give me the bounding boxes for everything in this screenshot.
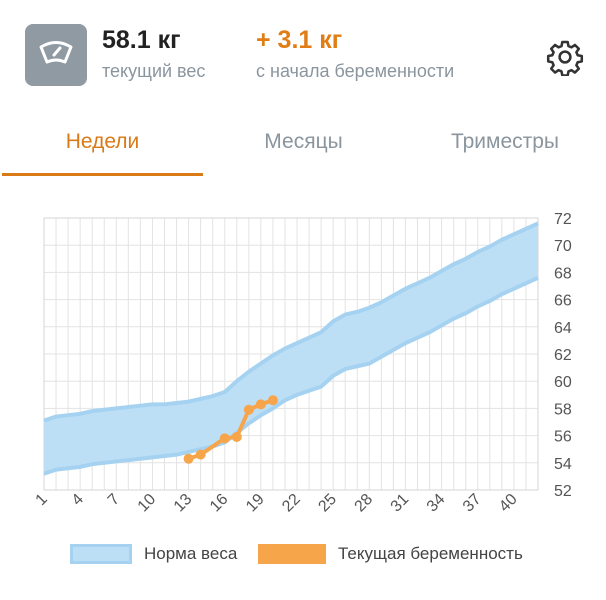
current-weight-label: текущий вес [102, 61, 206, 81]
y-tick-label: 68 [554, 265, 572, 282]
current-weight-point [219, 433, 230, 444]
current-weight-point [255, 399, 266, 410]
current-weight-point [231, 431, 242, 442]
x-tick-label: 16 [207, 491, 232, 516]
legend-item-norm: Норма веса [70, 534, 237, 574]
current-weight-point [243, 404, 254, 415]
gear-icon[interactable] [546, 38, 584, 77]
y-tick-label: 70 [554, 238, 572, 255]
x-tick-label: 31 [388, 491, 413, 516]
current-weight-point [267, 395, 278, 406]
norm-band-upper-edge [43, 221, 539, 423]
weight-gain-label: с начала беременности [256, 61, 455, 81]
x-tick-label: 37 [460, 491, 485, 516]
tab-months[interactable]: Месяцы [264, 130, 343, 153]
x-tick-label: 1 [33, 491, 51, 509]
y-tick-label: 66 [554, 293, 572, 310]
scale-icon [25, 24, 87, 86]
y-tick-label: 52 [554, 483, 572, 500]
legend-label-norm: Норма веса [144, 544, 238, 563]
chart-legend: Норма веса Текущая беременность [0, 534, 606, 574]
active-tab-indicator [2, 173, 203, 176]
y-tick-label: 56 [554, 429, 572, 446]
tab-weeks[interactable]: Недели [65, 130, 140, 153]
legend-label-current: Текущая беременность [338, 544, 523, 563]
legend-item-current: Текущая беременность [258, 534, 523, 574]
x-tick-label: 4 [69, 491, 87, 509]
legend-swatch-current [258, 544, 326, 564]
current-weight-point [195, 449, 206, 460]
weight-chart-svg: 52 54 56 58 60 62 64 66 68 70 72 1 4 7 10 13 16 19 22 25 28 3… [33, 211, 572, 516]
x-tick-label: 22 [279, 491, 304, 516]
y-tick-label: 62 [554, 347, 572, 364]
period-tabs: Недели Месяцы Триместры [0, 118, 606, 178]
x-tick-label: 40 [496, 491, 521, 516]
weight-summary-header: 58.1 кг текущий вес + 3.1 кг с начала бе… [0, 0, 606, 110]
x-tick-label: 19 [243, 491, 268, 516]
y-tick-label: 60 [554, 374, 572, 391]
current-weight-point [183, 453, 194, 464]
weight-chart: 52 54 56 58 60 62 64 66 68 70 72 1 4 7 10 13 16 19 22 25 28 3… [0, 200, 606, 530]
x-tick-label: 34 [424, 491, 449, 516]
current-weight-value: 58.1 кг [102, 26, 181, 54]
tab-trimesters[interactable]: Триместры [450, 130, 560, 153]
x-tick-label: 25 [315, 491, 340, 516]
x-tick-label: 13 [171, 491, 196, 516]
x-tick-label: 28 [352, 491, 377, 516]
y-tick-label: 64 [554, 320, 572, 337]
legend-swatch-norm [70, 544, 132, 564]
y-tick-label: 58 [554, 401, 572, 418]
weight-gain-value: + 3.1 кг [256, 26, 343, 54]
y-tick-label: 72 [554, 211, 572, 228]
x-tick-label: 7 [105, 491, 123, 509]
y-tick-label: 54 [554, 456, 572, 473]
norm-band-lower-edge [43, 276, 539, 476]
x-tick-label: 10 [135, 491, 160, 516]
plot-border [43, 217, 539, 491]
